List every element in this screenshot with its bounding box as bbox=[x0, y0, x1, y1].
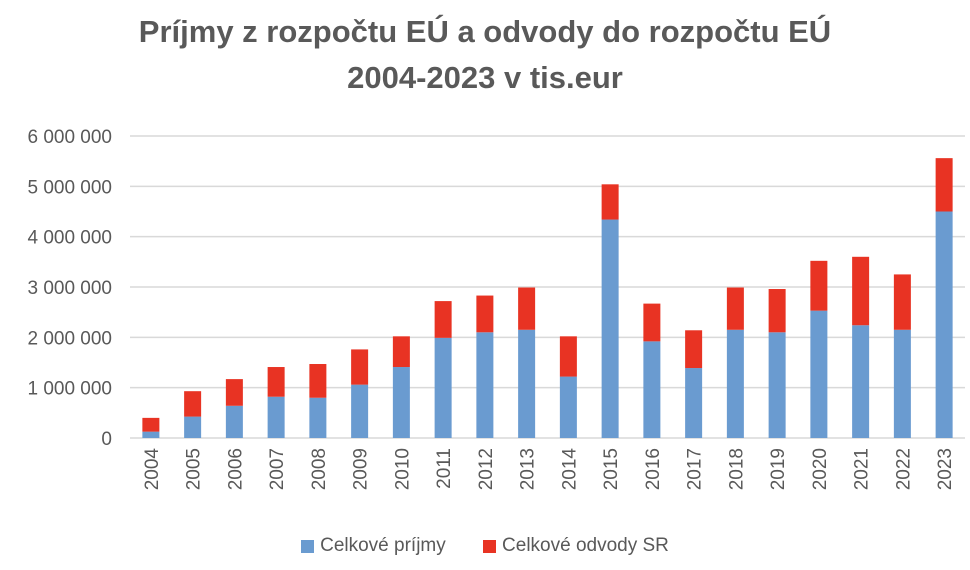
bar-income bbox=[893, 329, 911, 438]
x-tick-label: 2008 bbox=[309, 448, 330, 490]
bar-contributions bbox=[434, 301, 452, 338]
x-tick-label: 2021 bbox=[852, 448, 873, 490]
bar-income bbox=[643, 341, 661, 438]
bar-income bbox=[810, 310, 828, 438]
bar-contributions bbox=[142, 417, 160, 432]
chart-subtitle: 2004-2023 v tis.eur bbox=[347, 60, 623, 95]
bar-contributions bbox=[476, 295, 494, 333]
bar-contributions bbox=[184, 391, 202, 417]
y-tick-label: 0 bbox=[101, 429, 112, 450]
bar-income bbox=[392, 367, 410, 438]
bar-contributions bbox=[643, 303, 661, 342]
bar-income bbox=[434, 337, 452, 438]
bar-income bbox=[852, 325, 870, 438]
y-tick-label: 3 000 000 bbox=[27, 278, 112, 299]
x-tick-label: 2017 bbox=[685, 448, 706, 490]
bar-contributions bbox=[726, 287, 744, 330]
x-tick-label: 2013 bbox=[518, 448, 539, 490]
bar-income bbox=[184, 416, 202, 438]
x-tick-label: 2019 bbox=[768, 448, 789, 490]
bar-income bbox=[601, 219, 619, 438]
x-tick-label: 2004 bbox=[142, 448, 163, 491]
x-tick-label: 2009 bbox=[351, 448, 372, 490]
bar-income bbox=[142, 431, 160, 438]
x-tick-label: 2022 bbox=[893, 448, 914, 490]
y-tick-label: 6 000 000 bbox=[27, 127, 112, 148]
bar-income bbox=[768, 332, 786, 438]
bar-contributions bbox=[601, 184, 619, 220]
bar-contributions bbox=[935, 158, 953, 212]
bar-income bbox=[351, 384, 369, 438]
chart-title: Príjmy z rozpočtu EÚ a odvody do rozpočt… bbox=[138, 14, 832, 49]
x-tick-label: 2014 bbox=[559, 448, 580, 491]
x-tick-label: 2020 bbox=[810, 448, 831, 490]
legend: Celkové príjmy Celkové odvody SR bbox=[0, 535, 970, 559]
bar-income bbox=[685, 368, 703, 438]
bar-income bbox=[267, 396, 285, 438]
y-tick-label: 2 000 000 bbox=[27, 328, 112, 349]
bar-income bbox=[726, 329, 744, 438]
x-tick-label: 2007 bbox=[267, 448, 288, 490]
bar-contributions bbox=[392, 336, 410, 368]
bar-income bbox=[935, 211, 953, 438]
x-tick-label: 2012 bbox=[476, 448, 497, 490]
bar-income bbox=[476, 332, 494, 438]
bar-contributions bbox=[685, 330, 703, 369]
y-tick-label: 1 000 000 bbox=[27, 379, 112, 400]
legend-swatch-income bbox=[301, 539, 315, 553]
bar-contributions bbox=[893, 274, 911, 330]
bar-contributions bbox=[852, 256, 870, 326]
bar-income bbox=[518, 329, 536, 438]
x-tick-label: 2005 bbox=[184, 448, 205, 490]
legend-item-contributions: Celkové odvody SR bbox=[483, 535, 669, 557]
x-tick-label: 2010 bbox=[392, 448, 413, 490]
x-tick-label: 2023 bbox=[935, 448, 956, 490]
bar-contributions bbox=[810, 260, 828, 311]
legend-swatch-contributions bbox=[483, 539, 497, 553]
legend-item-income: Celkové príjmy bbox=[301, 535, 446, 557]
bar-contributions bbox=[518, 287, 536, 330]
bar-income bbox=[309, 397, 327, 438]
x-tick-label: 2018 bbox=[726, 448, 747, 490]
x-tick-label: 2006 bbox=[225, 448, 246, 490]
y-tick-label: 4 000 000 bbox=[27, 228, 112, 249]
x-tick-label: 2016 bbox=[643, 448, 664, 490]
legend-label-contributions: Celkové odvody SR bbox=[502, 535, 669, 556]
bar-contributions bbox=[768, 289, 786, 333]
bar-income bbox=[225, 405, 243, 438]
bar-contributions bbox=[267, 367, 285, 397]
legend-label-income: Celkové príjmy bbox=[320, 535, 446, 556]
bar-contributions bbox=[309, 364, 327, 398]
y-tick-label: 5 000 000 bbox=[27, 177, 112, 198]
bar-contributions bbox=[559, 336, 577, 377]
bar-contributions bbox=[225, 379, 243, 406]
x-tick-label: 2011 bbox=[434, 448, 455, 489]
x-tick-label: 2015 bbox=[601, 448, 622, 490]
bar-income bbox=[559, 376, 577, 438]
bar-contributions bbox=[351, 349, 369, 385]
